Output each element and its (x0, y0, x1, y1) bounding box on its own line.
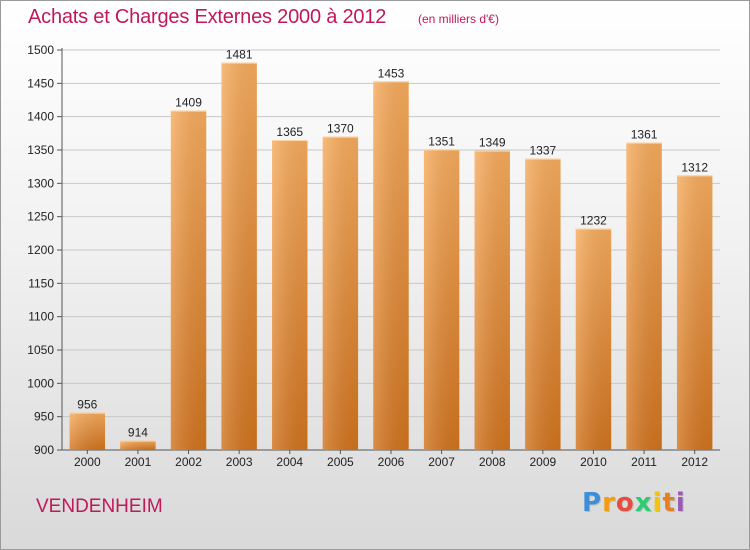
y-tick-label: 1450 (27, 76, 54, 90)
data-label-2007: 1351 (428, 134, 455, 148)
bar-shade-2006 (373, 81, 409, 450)
bar-shade-2008 (474, 150, 510, 450)
y-tick-labels: 900 950 1000 1050 1100 1150 1200 1250 1300 1350 14… (27, 43, 54, 457)
y-tick-label: 1050 (27, 343, 54, 357)
y-tick-label: 1000 (27, 376, 54, 390)
x-tick-label-2011: 2011 (631, 455, 657, 469)
bars (69, 62, 713, 451)
bar-shade-2003 (221, 62, 257, 451)
data-label-2008: 1349 (479, 136, 506, 150)
x-tick-label-2003: 2003 (226, 455, 253, 469)
x-tick-label-2010: 2010 (580, 455, 607, 469)
y-tick-label: 1400 (27, 110, 54, 124)
logo-letter: i (675, 488, 686, 518)
data-label-2004: 1365 (276, 125, 303, 139)
data-labels: 956 914 1409 1481 1365 1370 1453 1351 1349 1337 12… (77, 48, 708, 440)
y-tick-label: 1200 (27, 243, 54, 257)
chart-subtitle: (en milliers d'€) (418, 12, 499, 26)
x-tick-label-2004: 2004 (276, 455, 303, 469)
data-label-2011: 1361 (631, 128, 658, 142)
data-label-2010: 1232 (580, 214, 607, 228)
data-label-2002: 1409 (175, 96, 202, 110)
bar-shade-2011 (626, 142, 662, 450)
y-tick-label: 1100 (28, 310, 54, 324)
y-tick-label: 1250 (27, 210, 54, 224)
data-label-2003: 1481 (226, 48, 253, 62)
x-tick-label-2000: 2000 (74, 455, 101, 469)
x-tick-label-2009: 2009 (529, 455, 556, 469)
x-tick-label-2001: 2001 (125, 455, 152, 469)
x-tick-label-2002: 2002 (175, 455, 202, 469)
commune-name: VENDENHEIM (36, 496, 163, 517)
bar-shade-2012 (676, 175, 713, 451)
proxiti-logo: Proxiti (582, 488, 686, 518)
bar-shade-2001 (120, 440, 156, 450)
y-tick-label: 1300 (27, 176, 54, 190)
data-label-2012: 1312 (681, 160, 708, 174)
logo-letter: r (602, 488, 616, 518)
bar-shade-2010 (575, 228, 612, 450)
logo-letter: x (634, 488, 653, 518)
logo-letter: i (652, 488, 663, 518)
x-tick-label-2007: 2007 (428, 455, 455, 469)
bar-shade-2009 (525, 158, 561, 450)
x-tick-label-2005: 2005 (327, 455, 354, 469)
bar-shade-2000 (69, 412, 106, 450)
chart-title: Achats et Charges Externes 2000 à 2012 (28, 6, 387, 28)
x-tick-labels: 2000 2001 2002 2003 2004 2005 2006 2007 2008 2009… (74, 455, 708, 469)
data-label-2009: 1337 (529, 144, 556, 158)
logo-letter: P (582, 488, 603, 518)
logo-letter: t (662, 488, 676, 518)
y-tick-label: 1150 (28, 276, 54, 290)
data-label-2006: 1453 (378, 66, 405, 80)
data-label-2005: 1370 (327, 122, 354, 136)
x-tick-label-2008: 2008 (479, 455, 506, 469)
x-tick-label-2012: 2012 (681, 455, 708, 469)
bar-shade-2005 (322, 136, 359, 450)
data-label-2000: 956 (77, 398, 97, 412)
bar-shade-2002 (170, 110, 207, 451)
y-tick-label: 1350 (27, 143, 54, 157)
bar-shade-2007 (423, 149, 460, 451)
data-label-2001: 914 (128, 426, 148, 440)
y-tick-label: 900 (34, 443, 54, 457)
x-tick-label-2006: 2006 (378, 455, 405, 469)
y-tick-label: 1500 (27, 43, 54, 57)
y-tick-label: 950 (34, 410, 54, 424)
logo-letter: o (615, 488, 635, 518)
bar-shade-2004 (272, 140, 308, 450)
